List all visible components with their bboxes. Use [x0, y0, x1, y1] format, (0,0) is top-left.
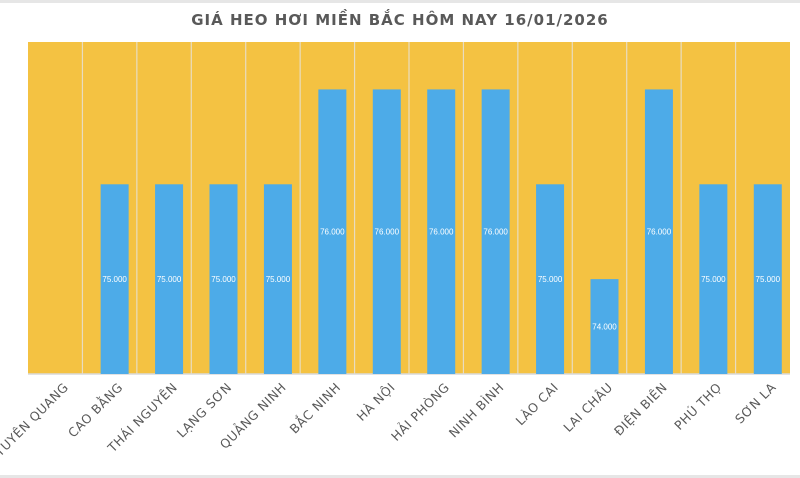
data-label: 74.000 [592, 323, 617, 332]
data-label: 76.000 [483, 228, 508, 237]
category-label: LÀO CAI [512, 380, 561, 429]
data-label: 75.000 [157, 275, 182, 284]
data-label: 76.000 [320, 228, 345, 237]
category-label: SƠN LA [732, 380, 779, 427]
chart-title: GIÁ HEO HƠI MIỀN BẮC HÔM NAY 16/01/2026 [191, 8, 608, 29]
bar [372, 89, 401, 374]
bar [318, 89, 347, 374]
category-label: ĐIỆN BIÊN [611, 380, 670, 439]
category-label: PHÚ THỌ [671, 380, 724, 433]
category-label: HÀ NỘI [353, 380, 397, 424]
sheet-top-border [0, 0, 800, 3]
data-label: 76.000 [429, 228, 454, 237]
category-label: HẢI PHÒNG [387, 379, 452, 444]
data-label: 75.000 [211, 275, 236, 284]
bar [536, 184, 565, 374]
bar [753, 184, 782, 374]
bar [263, 184, 292, 374]
data-label: 75.000 [756, 275, 781, 284]
category-label: TUYÊN QUANG [0, 380, 71, 460]
data-label: 76.000 [647, 228, 672, 237]
bar [209, 184, 238, 374]
data-label: 75.000 [701, 275, 726, 284]
data-label: 75.000 [266, 275, 291, 284]
category-label: CAO BẰNG [64, 379, 126, 441]
category-label: BẮC NINH [286, 379, 344, 437]
sheet-bottom-border [0, 475, 800, 478]
data-label: 76.000 [375, 228, 400, 237]
bar [644, 89, 673, 374]
category-label: NINH BÌNH [446, 380, 507, 441]
bar [699, 184, 728, 374]
data-label: 75.000 [538, 275, 563, 284]
data-label: 75.000 [102, 275, 127, 284]
bar [155, 184, 184, 374]
bar [590, 279, 619, 374]
bar [427, 89, 456, 374]
bar [100, 184, 129, 374]
category-label: LAI CHÂU [560, 380, 615, 435]
bar [481, 89, 510, 374]
